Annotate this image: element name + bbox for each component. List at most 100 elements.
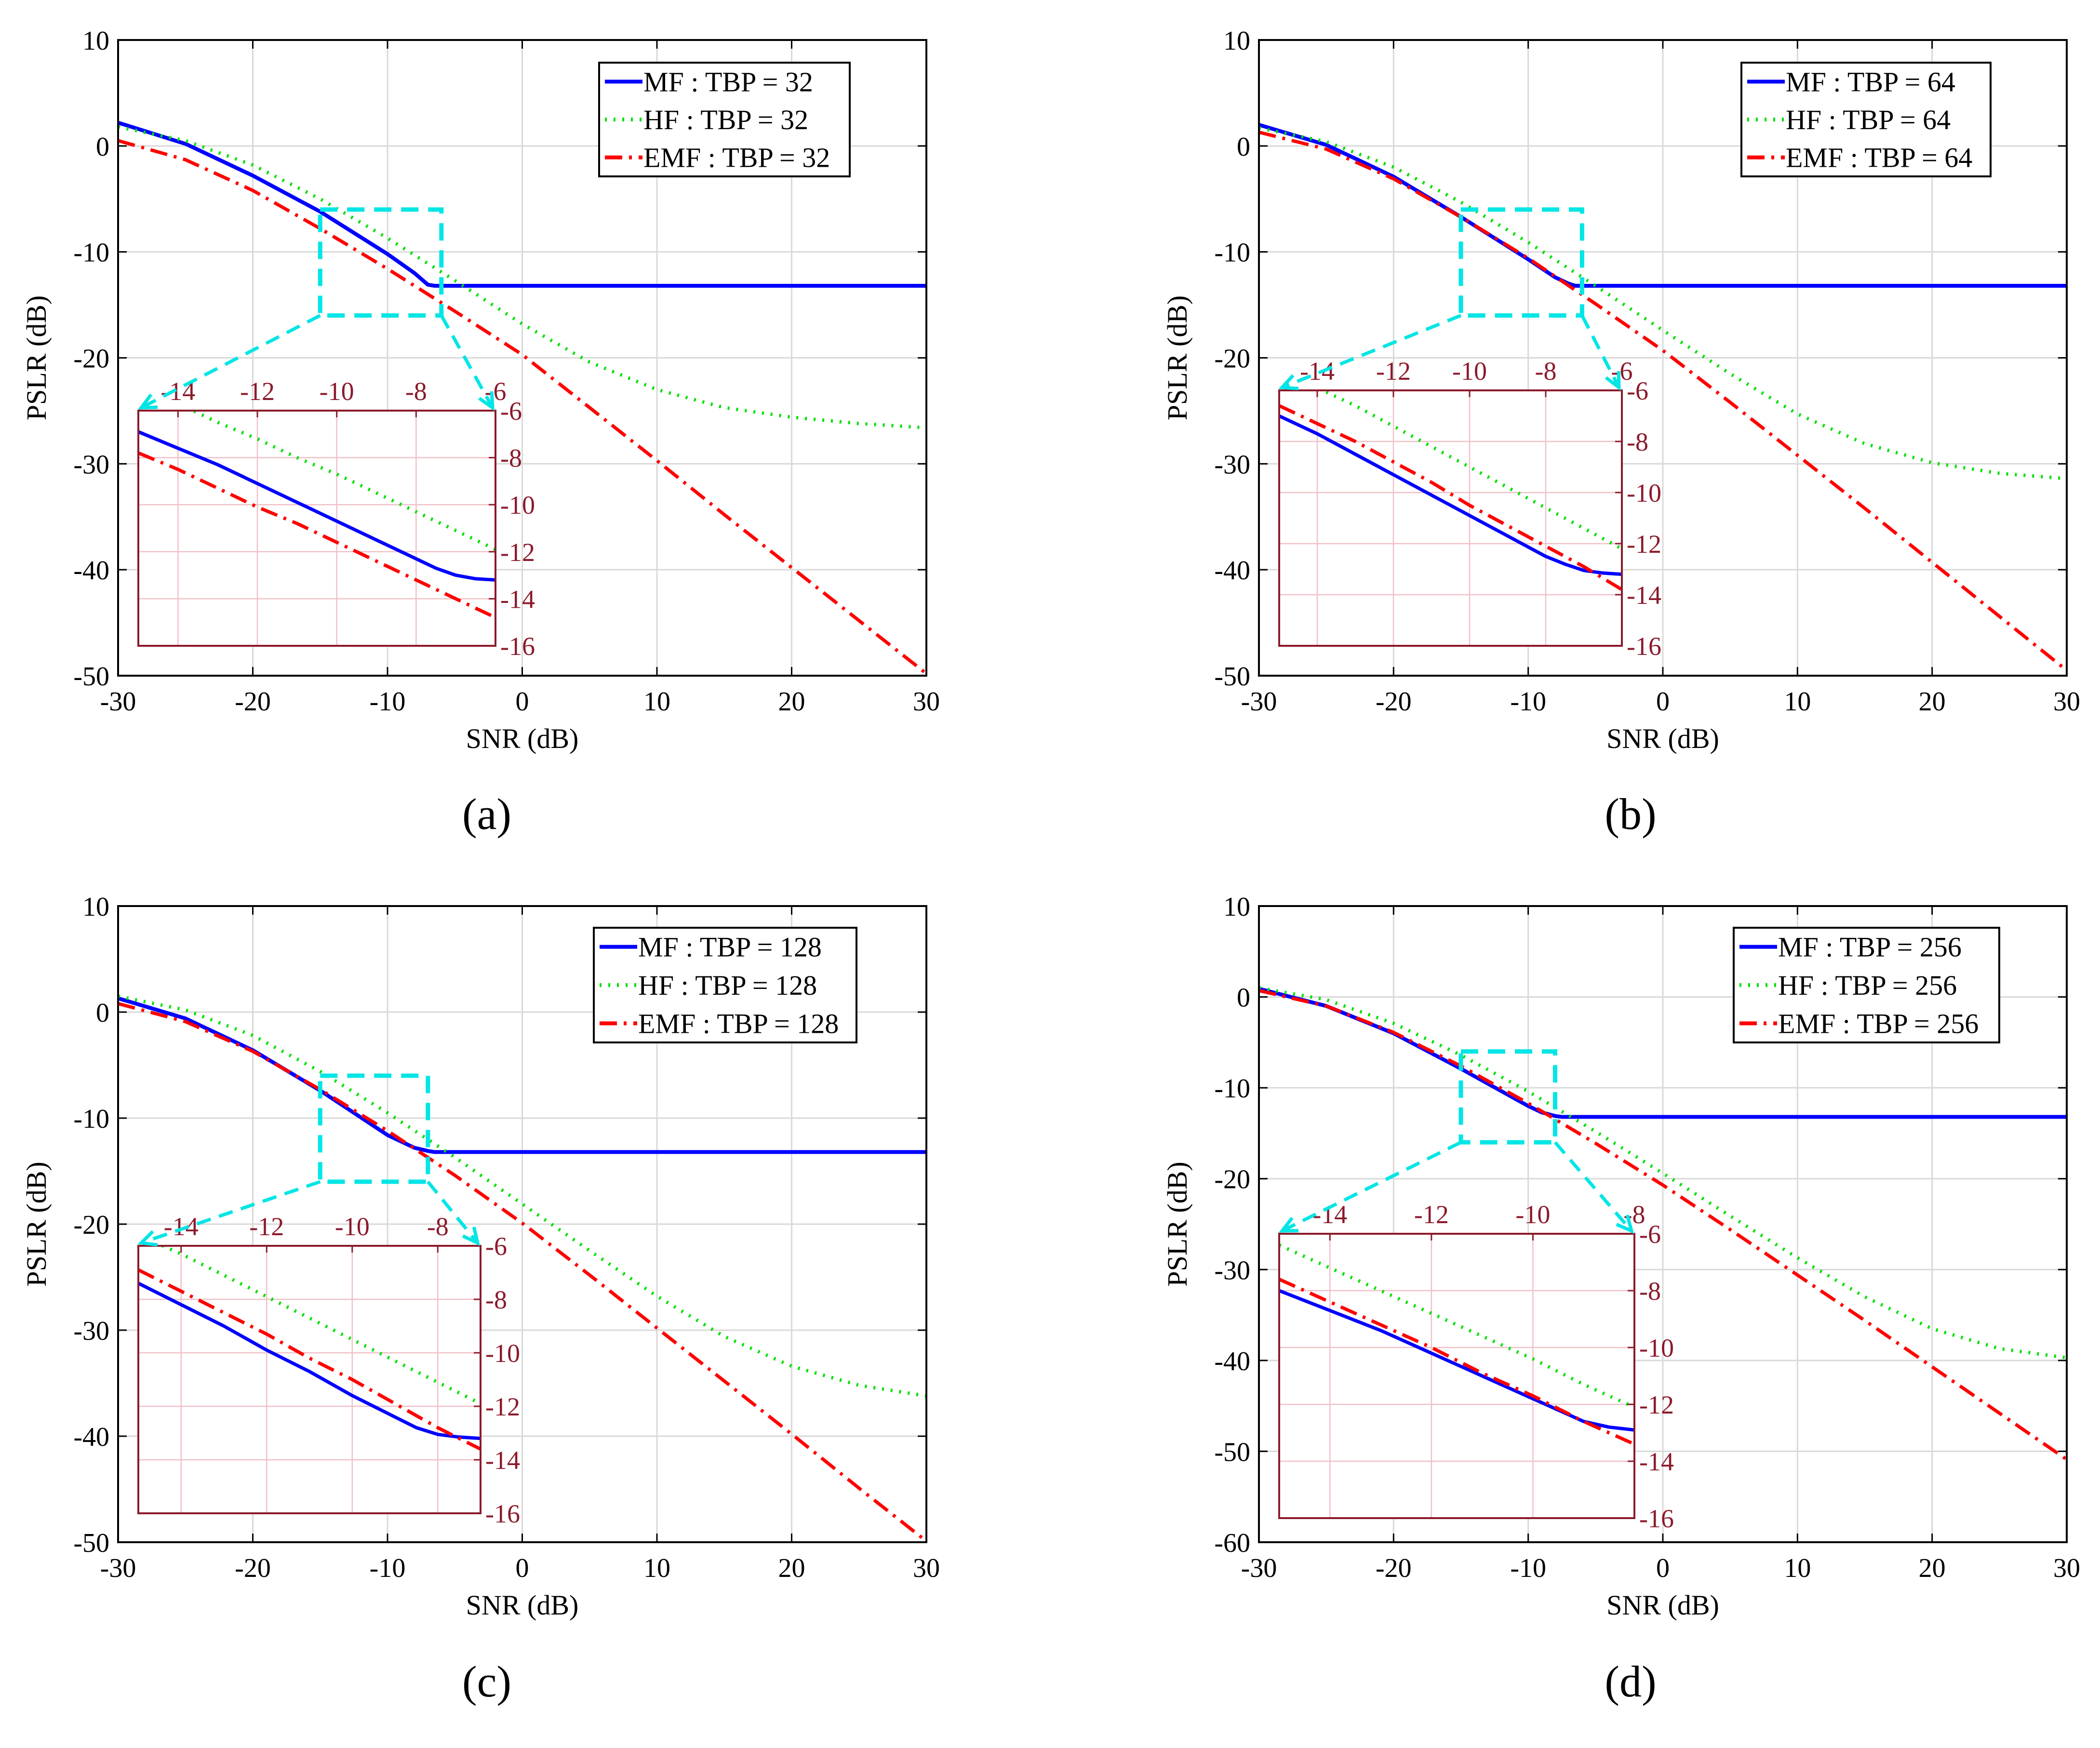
x-axis-label: SNR (dB) [1606,723,1719,754]
inset-series-line-hf [1319,390,1622,550]
inset-frame [137,410,496,647]
inset-y-tick-label: -10 [500,491,535,520]
inset-y-tick-label: -16 [485,1499,520,1528]
zoom-connector [1281,1141,1462,1233]
zoom-arrowhead [1605,371,1621,391]
series-line-hf [1259,126,2067,480]
y-tick-label: -50 [73,662,109,692]
x-tick-label: 30 [2053,687,2080,717]
legend-label-mf: MF : TBP = 256 [1778,932,1962,963]
inset-series-line-emf [1279,404,1622,591]
inset-x-tick-label: -10 [320,377,354,406]
y-tick-label: -30 [1214,1255,1250,1285]
y-axis-label: PSLR (dB) [1162,295,1193,420]
x-axis-label: SNR (dB) [466,1589,579,1621]
inset-y-tick-label: -6 [1639,1220,1661,1249]
inset-y-tick-label: -16 [500,632,535,661]
chart-panel: -30 -20 -10 0 10 20 30 10 0 -10 -20 -30 -40 -50 -60 SNR… [1162,892,2080,1706]
x-tick-label: 30 [2053,1553,2080,1583]
series-line-mf [118,120,926,288]
legend-label-hf: HF : TBP = 256 [1778,970,1957,1001]
legend-label-emf: EMF : TBP = 256 [1778,1008,1979,1039]
legend-label-mf: MF : TBP = 32 [643,66,813,97]
y-tick-label: -40 [1214,1347,1250,1376]
zoom-box [1458,207,1584,318]
x-tick-label: -10 [370,1553,406,1583]
zoom-arrowhead [462,1227,481,1246]
inset-y-tick-label: -12 [485,1392,520,1421]
zoom-connector [427,1180,479,1244]
series-line-hf [118,125,926,430]
inset-frame [1278,1233,1635,1519]
legend: MF : TBP = 32 HF : TBP = 32 EMF : TBP = 32 [598,62,851,177]
x-axis-label: SNR (dB) [466,723,579,754]
legend-label-emf: EMF : TBP = 128 [638,1008,839,1039]
zoom-arrowhead [137,393,158,410]
series-group [1259,123,2067,672]
inset-y-tick-label: -6 [485,1232,507,1261]
inset-y-tick-label: -14 [1639,1447,1674,1476]
zoom-connector [440,314,495,409]
inset-series-line-mf [1279,414,1622,576]
inset-y-tick-label: -14 [500,585,535,614]
inset-x-tick-label: -10 [1452,357,1487,386]
y-tick-label: 0 [1237,132,1250,162]
y-tick-label: -30 [73,450,109,480]
y-tick-label: -30 [73,1316,109,1346]
y-tick-label: -30 [1214,450,1250,480]
y-tick-label: 10 [1223,26,1250,56]
legend-label-mf: MF : TBP = 64 [1786,66,1955,97]
inset-x-tick-label: -8 [1624,1200,1645,1229]
inset-panel: -14 -12 -10 -8 -6 -8 -10 -12 -14 -16 [137,1212,520,1528]
zoom-arrowhead [1278,1217,1299,1233]
inset-y-tick-label: -8 [1639,1277,1661,1306]
series-line-mf [118,996,926,1154]
inset-panel: -14 -12 -10 -8 -6-6-8-10-12-14-16 [137,377,535,661]
inset-y-tick-label: -6 [500,397,522,426]
x-tick-label: 10 [643,687,670,717]
chart-panel: -30 -20 -10 0 10 20 30 10 0 -10 -20 -30 -40 -50 SNR (d… [1162,26,2080,839]
chart-panel: -30 -20 -10 0 10 20 30 10 0 -10 -20 -30 -40 -50 SNR (d… [21,892,940,1706]
y-tick-label: -20 [73,344,109,374]
x-tick-label: 0 [1656,687,1670,717]
series-line-emf [118,139,926,675]
x-tick-label: -10 [1510,687,1546,717]
x-tick-label: -20 [1376,1553,1412,1583]
inset-y-tick-label: -6 [1627,376,1648,405]
x-tick-label: 0 [1656,1553,1670,1583]
x-tick-label: 20 [1919,687,1946,717]
y-tick-label: -60 [1214,1528,1250,1558]
series-group [118,120,926,675]
inset-y-tick-label: -14 [485,1446,520,1475]
inset-background [1279,1234,1634,1518]
inset-y-tick-label: -14 [1627,581,1661,610]
inset-series-line-mf [1279,1289,1634,1432]
legend-box [1733,927,2000,1043]
x-tick-label: 30 [913,687,940,717]
x-tick-label: 10 [1784,1553,1811,1583]
series-line-emf [1259,130,2067,672]
inset-y-tick-label: -12 [1639,1390,1674,1419]
inset-background [138,1246,481,1513]
y-tick-label: 10 [82,26,109,56]
y-tick-label: -40 [73,556,109,586]
inset-y-tick-label: -8 [485,1285,507,1314]
inset-y-tick-label: -16 [1627,632,1661,661]
panel-caption: (d) [1605,1657,1656,1706]
zoom-connector [1580,314,1621,388]
inset-series-group [138,1246,481,1451]
legend-label-hf: HF : TBP = 128 [638,970,817,1001]
x-tick-label: -20 [235,687,271,717]
y-tick-label: -50 [1214,1437,1250,1467]
panel-caption: (a) [462,789,511,839]
y-tick-label: -10 [73,238,109,268]
x-tick-label: 20 [778,1553,805,1583]
y-tick-label: -10 [1214,238,1250,268]
y-tick-label: 0 [96,132,109,162]
legend-box [593,927,857,1043]
inset-y-tick-label: -10 [1639,1334,1674,1362]
inset-series-line-mf [138,1281,481,1441]
x-tick-label: 0 [516,687,529,717]
legend-label-hf: HF : TBP = 64 [1786,104,1951,135]
series-line-hf [1259,986,2067,1360]
